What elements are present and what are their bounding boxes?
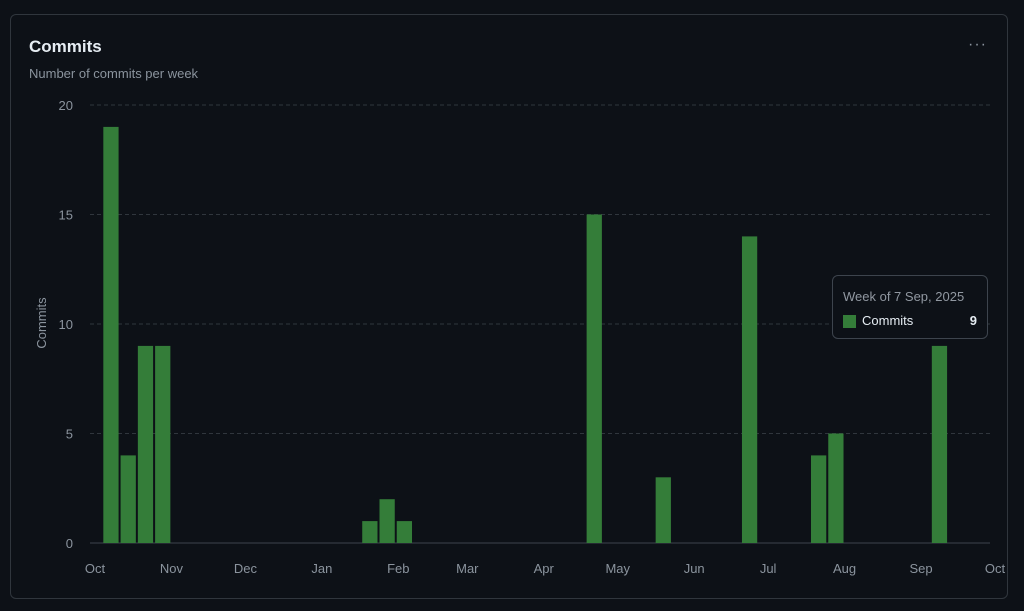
commit-bar[interactable]: [932, 346, 947, 543]
x-tick-label: Aug: [833, 561, 856, 576]
commit-bar[interactable]: [121, 455, 136, 543]
y-tick-label: 0: [66, 536, 73, 551]
x-tick-label: Feb: [387, 561, 409, 576]
commit-bar[interactable]: [362, 521, 377, 543]
x-tick-label: Dec: [234, 561, 258, 576]
tooltip-title: Week of 7 Sep, 2025: [843, 289, 964, 304]
commit-bar[interactable]: [379, 499, 394, 543]
y-tick-label: 15: [59, 208, 73, 223]
tooltip-value: 9: [970, 313, 977, 328]
x-tick-label: Sep: [909, 561, 932, 576]
commit-bar[interactable]: [103, 127, 118, 543]
chart-tooltip: Week of 7 Sep, 2025 Commits 9: [832, 275, 988, 339]
tooltip-swatch: [843, 315, 856, 328]
x-tick-label: Nov: [160, 561, 184, 576]
commit-bar[interactable]: [811, 455, 826, 543]
x-tick-label: Mar: [456, 561, 479, 576]
x-tick-label: Oct: [985, 561, 1006, 576]
commit-bar[interactable]: [656, 477, 671, 543]
commit-bar[interactable]: [828, 434, 843, 544]
commit-bar[interactable]: [742, 236, 757, 543]
y-axis-title: Commits: [34, 297, 49, 349]
bar-layer: [103, 127, 947, 543]
x-tick-label: Jul: [760, 561, 777, 576]
commit-bar[interactable]: [138, 346, 153, 543]
tooltip-series-label: Commits: [862, 313, 913, 328]
commit-bar[interactable]: [587, 215, 602, 544]
x-tick-label: Oct: [85, 561, 106, 576]
commit-bar[interactable]: [397, 521, 412, 543]
x-tick-label: Jun: [684, 561, 705, 576]
x-tick-label: Apr: [534, 561, 555, 576]
y-tick-label: 10: [59, 317, 73, 332]
y-tick-label: 5: [66, 427, 73, 442]
x-tick-label: May: [605, 561, 630, 576]
y-tick-label: 20: [59, 98, 73, 113]
x-tick-label: Jan: [311, 561, 332, 576]
commit-bar[interactable]: [155, 346, 170, 543]
